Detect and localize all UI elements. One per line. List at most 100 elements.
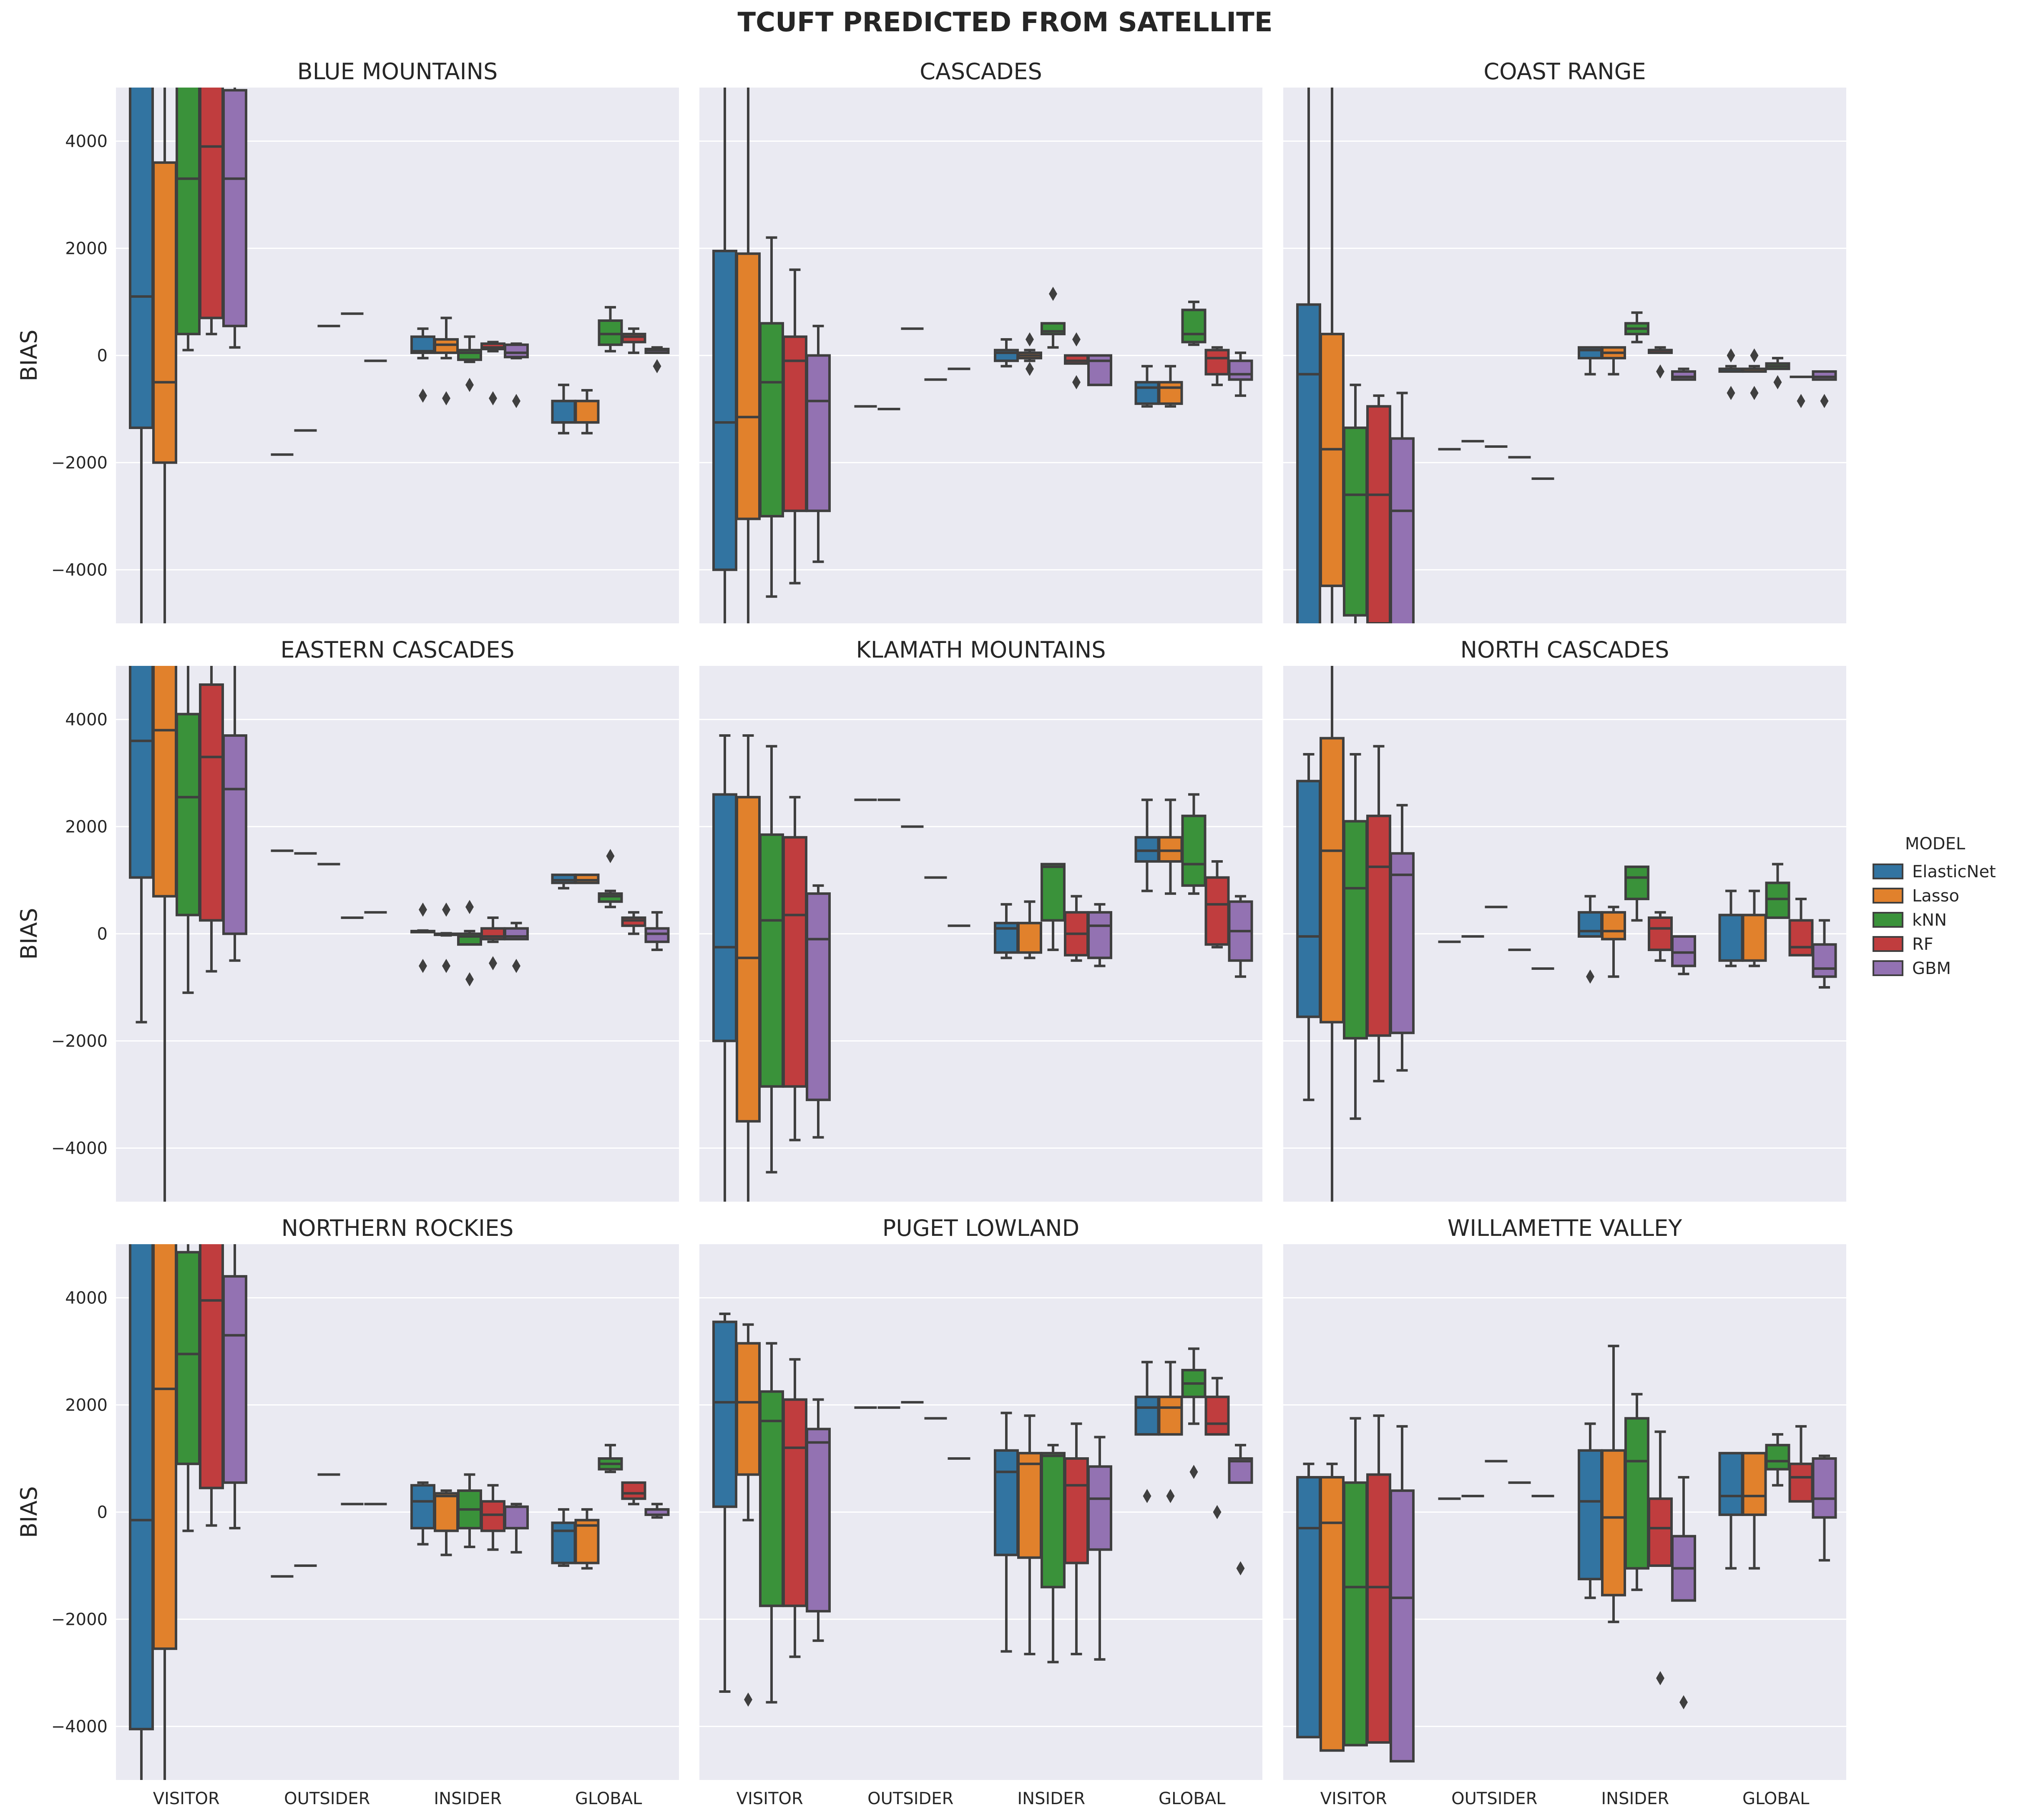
box-body	[1204, 876, 1230, 946]
legend-swatch	[1873, 912, 1903, 928]
outlier-point	[465, 972, 474, 987]
boxes	[712, 1313, 1253, 1707]
outlier-point	[1189, 1465, 1198, 1479]
box-body	[1390, 852, 1415, 1034]
box-body	[1204, 1396, 1230, 1436]
box-body	[410, 1484, 435, 1530]
box-elasticnet	[1718, 348, 1744, 400]
x-tick-label: INSIDER	[434, 1789, 502, 1808]
box-lasso	[736, 734, 761, 1202]
box-elasticnet	[129, 1244, 154, 1780]
box-knn	[1041, 863, 1066, 951]
box-body	[1017, 921, 1042, 954]
outlier-point	[1797, 394, 1805, 408]
box-gbm	[1087, 903, 1112, 967]
box-body	[1228, 1457, 1253, 1484]
boxes	[712, 734, 1253, 1202]
outlier-point	[1213, 1505, 1222, 1519]
box-body	[152, 666, 177, 898]
panel-coast-range: COAST RANGE	[1283, 58, 1846, 623]
x-tick-label: VISITOR	[1320, 1789, 1387, 1808]
box-knn	[457, 1473, 482, 1549]
panel-title: NORTH CASCADES	[1460, 637, 1669, 663]
box-elasticnet	[410, 902, 435, 973]
boxes	[129, 1244, 670, 1780]
outlier-point	[606, 849, 615, 864]
box-lasso	[1320, 1462, 1345, 1752]
outlier-point	[1049, 286, 1057, 301]
box-body	[1017, 1452, 1042, 1559]
box-gbm	[1228, 351, 1253, 397]
box-gbm	[504, 921, 529, 973]
box-body	[551, 874, 576, 884]
y-tick-label: −4000	[51, 1717, 108, 1737]
box-lasso	[1017, 332, 1042, 376]
box-gbm	[222, 666, 247, 962]
box-body	[1366, 814, 1391, 1037]
outlier-point	[489, 391, 497, 406]
outlier-point	[653, 359, 661, 374]
outlier-point	[1072, 332, 1081, 346]
box-body	[1390, 437, 1415, 623]
box-knn	[1624, 311, 1649, 344]
box-knn	[759, 745, 784, 1174]
box-gbm	[1087, 1436, 1112, 1661]
box-body	[199, 88, 224, 319]
box-elasticnet	[1578, 1422, 1603, 1599]
outlier-point	[1750, 348, 1759, 363]
box-body	[782, 1398, 807, 1607]
box-knn	[1181, 1347, 1207, 1479]
box-body	[1671, 370, 1696, 381]
outlier-point	[1679, 1695, 1688, 1710]
box-body	[480, 1500, 505, 1532]
box-lasso	[1320, 88, 1345, 623]
box-knn	[1624, 865, 1649, 922]
box-body	[712, 1320, 737, 1508]
panel-title: WILLAMETTE VALLEY	[1448, 1215, 1682, 1241]
y-tick-label: 2000	[65, 1396, 108, 1415]
y-tick-label: −2000	[51, 454, 108, 473]
boxes	[129, 88, 670, 623]
box-gbm	[1390, 804, 1415, 1072]
box-lasso	[434, 316, 459, 406]
box-rf	[1366, 394, 1391, 623]
x-tick-label: GLOBAL	[1159, 1789, 1226, 1808]
outlier-point	[1143, 1489, 1151, 1503]
x-tick-label: GLOBAL	[575, 1789, 642, 1808]
outlier-point	[744, 1692, 752, 1707]
legend-swatch	[1873, 888, 1903, 904]
box-body	[1134, 836, 1160, 863]
outlier-point	[1750, 386, 1759, 400]
box-body	[1812, 370, 1837, 381]
box-lasso	[574, 389, 600, 434]
panel-title: PUGET LOWLAND	[882, 1215, 1080, 1241]
box-body	[574, 399, 600, 424]
box-body	[1320, 1476, 1345, 1752]
y-tick-label: −4000	[51, 561, 108, 580]
box-body	[1671, 935, 1696, 967]
box-rf	[1788, 1425, 1814, 1503]
box-body	[1296, 1476, 1321, 1739]
outlier-point	[419, 388, 427, 403]
box-knn	[457, 900, 482, 987]
box-knn	[1041, 286, 1066, 349]
box-body	[504, 1505, 529, 1530]
box-body	[1134, 1396, 1160, 1436]
legend-label: kNN	[1912, 911, 1947, 930]
panels: BLUE MOUNTAINS −4000 −2000 0 2000 4000 BIAS CAS…	[16, 58, 1846, 1808]
box-rf	[621, 327, 646, 354]
box-rf	[782, 1358, 807, 1658]
panel-puget-lowland: PUGET LOWLAND VISITOR OUTSIDER INSIDER GLOBA…	[699, 1215, 1262, 1808]
box-body	[199, 683, 224, 922]
box-body	[1718, 1452, 1744, 1516]
box-rf	[621, 911, 646, 935]
box-elasticnet	[1134, 365, 1160, 408]
box-body	[1624, 1417, 1649, 1570]
box-lasso	[574, 1508, 600, 1570]
box-rf	[1648, 911, 1673, 962]
outlier-point	[419, 902, 427, 917]
box-gbm	[1812, 370, 1837, 408]
box-rf	[199, 666, 224, 973]
box-body	[176, 713, 201, 916]
box-body	[1228, 359, 1253, 381]
